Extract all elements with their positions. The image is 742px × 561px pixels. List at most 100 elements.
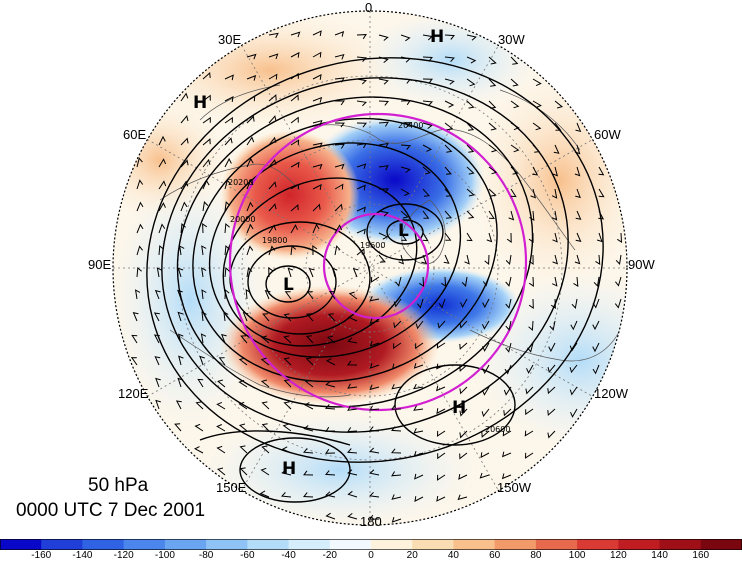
colorbar	[0, 539, 742, 550]
wind-barb	[413, 363, 424, 369]
high-pressure-marker: H	[282, 459, 296, 479]
wind-barb	[290, 72, 299, 80]
wind-barb	[422, 232, 429, 242]
wind-barb	[268, 224, 277, 234]
wind-barb	[510, 122, 520, 131]
wind-barb	[510, 144, 520, 153]
wind-barb	[290, 204, 299, 212]
wind-barb	[378, 142, 389, 149]
wind-barb	[444, 34, 456, 40]
wind-barb	[502, 430, 512, 437]
wind-barb	[421, 254, 428, 265]
wind-barb	[246, 201, 254, 212]
wind-barb	[369, 514, 380, 520]
wind-barb	[312, 142, 323, 148]
longitude-label-90w: 90W	[628, 257, 655, 272]
wind-barb	[435, 385, 446, 392]
wind-barb	[177, 311, 184, 322]
wind-barb	[218, 357, 226, 366]
wind-barb	[264, 289, 271, 300]
longitude-label-150e: 150E	[216, 480, 247, 495]
wind-barb	[510, 100, 520, 109]
wind-barb	[356, 206, 366, 213]
wind-barb	[280, 492, 292, 498]
wind-barb	[290, 224, 298, 234]
wind-barb	[488, 122, 497, 131]
wind-barb	[524, 452, 534, 459]
wind-barb	[369, 469, 380, 476]
wind-barb	[325, 491, 336, 498]
wind-barb	[574, 254, 581, 265]
colorbar-swatch	[123, 539, 166, 550]
wind-barb	[554, 100, 564, 109]
colorbar-tick-label: -140	[72, 550, 93, 561]
wind-barb	[508, 210, 515, 221]
wind-barb	[391, 471, 402, 477]
wind-barb	[510, 78, 519, 87]
wind-barb	[334, 77, 345, 83]
wind-barb	[312, 74, 322, 80]
wind-barb	[554, 122, 562, 131]
wind-barb	[136, 266, 142, 278]
wind-barb	[304, 379, 314, 388]
wind-barb	[347, 427, 358, 433]
wind-barb	[356, 184, 366, 191]
wind-barb	[245, 289, 251, 300]
wind-barb	[528, 298, 534, 309]
wind-barb	[400, 166, 411, 173]
wind-barb	[390, 426, 402, 432]
wind-barb	[393, 320, 402, 329]
wind-barb	[413, 427, 424, 434]
wind-barb	[194, 446, 204, 454]
wind-barb	[224, 157, 232, 168]
wind-barb	[194, 423, 204, 432]
wind-barb	[158, 244, 164, 256]
wind-barb	[466, 122, 475, 131]
wind-barb	[356, 228, 366, 235]
wind-barb	[461, 276, 468, 287]
wind-barb	[325, 448, 336, 454]
wind-barb	[153, 334, 160, 344]
wind-barb	[436, 408, 446, 415]
wind-barb	[327, 313, 336, 322]
wind-barb	[136, 179, 144, 190]
wind-barb	[378, 232, 389, 240]
colorbar-swatch	[329, 539, 372, 550]
wind-barb	[303, 425, 314, 432]
wind-barb	[356, 142, 367, 149]
wind-barb	[503, 408, 512, 417]
wind-barb	[356, 163, 367, 170]
wind-barb	[369, 363, 380, 369]
wind-barb	[444, 144, 453, 153]
wind-barb	[526, 364, 534, 374]
wind-barb	[369, 295, 380, 302]
colorbar-tick-label: -60	[240, 550, 255, 561]
wind-barb	[569, 342, 578, 352]
wind-barb	[347, 337, 358, 344]
wind-barb	[334, 203, 343, 212]
valid-time-caption: 0000 UTC 7 Dec 2001	[16, 500, 206, 521]
wind-barb	[331, 267, 338, 278]
wind-barb	[130, 357, 138, 366]
wind-barb	[305, 335, 314, 344]
longitude-label-30w: 30W	[498, 32, 525, 47]
wind-barb	[437, 452, 446, 460]
wind-barb	[510, 56, 519, 65]
colorbar-swatch	[577, 539, 619, 550]
wind-barb	[569, 386, 578, 396]
wind-barb	[575, 210, 582, 220]
wind-barb	[303, 470, 314, 476]
longitude-label-30e: 30E	[218, 32, 242, 47]
wind-barb	[436, 363, 446, 370]
wind-barb	[325, 512, 336, 520]
wind-barb	[334, 53, 345, 60]
wind-barb	[306, 313, 314, 322]
wind-barb	[552, 232, 558, 243]
wind-barb	[136, 157, 143, 168]
wind-barb	[238, 423, 248, 432]
colorbar-tick-label: 40	[447, 550, 459, 561]
wind-barb	[134, 289, 141, 300]
wind-barb	[201, 267, 207, 278]
colorbar-swatch	[535, 539, 578, 550]
wind-barb	[378, 254, 386, 263]
